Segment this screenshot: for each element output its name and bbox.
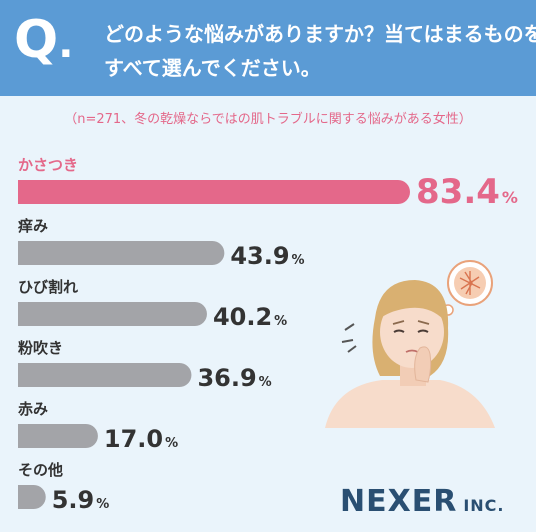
- value-label: 36.9%: [197, 364, 271, 392]
- value-label: 5.9%: [52, 486, 110, 514]
- category-label: その他: [18, 461, 63, 479]
- q-mark: Q.: [14, 10, 74, 70]
- category-label: 痒み: [18, 217, 48, 235]
- bar: [18, 302, 207, 326]
- category-label: ひび割れ: [18, 278, 78, 296]
- bar: [18, 424, 98, 449]
- value-label: 83.4%: [416, 172, 518, 212]
- nexer-logo: NEXER INC.: [340, 484, 505, 519]
- bar: [18, 363, 192, 387]
- woman-illustration: [325, 260, 495, 428]
- value-label: 17.0%: [104, 425, 178, 453]
- question-text-line1: どのような悩みがありますか？当てはまるものを: [104, 22, 536, 46]
- bar: [18, 180, 410, 204]
- category-label: 赤み: [18, 400, 48, 418]
- category-label: 粉吹き: [18, 339, 63, 357]
- bar: [18, 241, 225, 265]
- chart-subtitle: （n=271、冬の乾燥ならではの肌トラブルに関する悩みがある女性）: [64, 112, 472, 127]
- category-label: かさつき: [18, 156, 78, 174]
- value-label: 40.2%: [213, 303, 287, 331]
- question-header: Q. どのような悩みがありますか？当てはまるものを すべて選んでください。: [0, 0, 536, 96]
- value-label: 43.9%: [230, 242, 304, 270]
- question-text-line2: すべて選んでください。: [104, 56, 321, 80]
- bar: [18, 485, 46, 509]
